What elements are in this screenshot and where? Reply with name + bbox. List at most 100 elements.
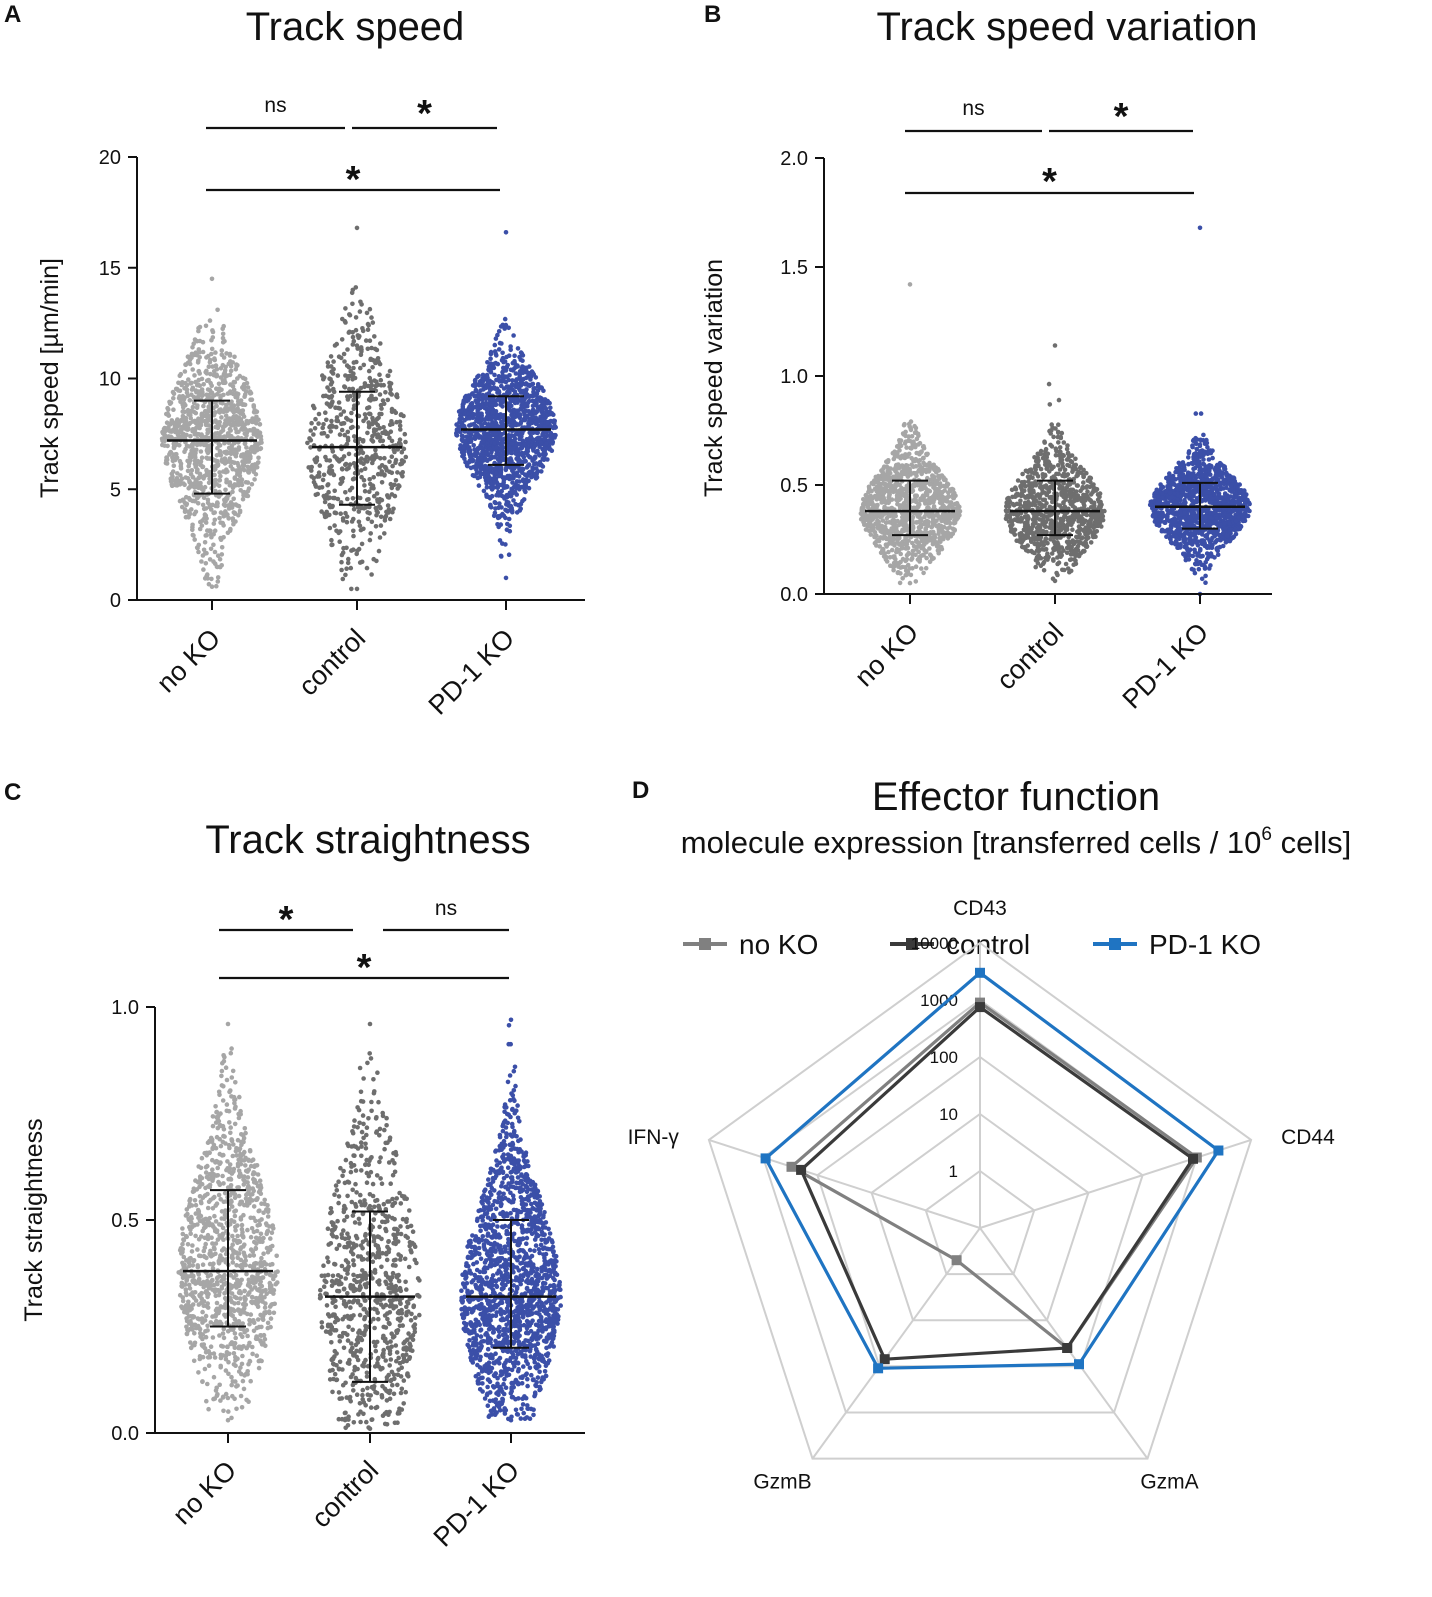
data-point [482,431,487,436]
data-point [1046,381,1052,387]
data-point [228,435,233,440]
data-point [467,450,473,455]
data-point [351,461,357,466]
data-point [522,487,527,493]
data-point [499,445,504,451]
data-point [913,464,919,469]
data-point [198,480,203,486]
data-point [214,373,219,379]
data-point [194,463,199,468]
data-point [361,362,367,368]
significance-label: ns [962,97,984,120]
data-point [186,377,191,382]
data-point [904,466,910,471]
data-point [218,395,223,401]
data-point [242,441,248,446]
data-point [232,354,237,360]
data-point [508,367,514,373]
data-point [882,554,888,560]
data-point [208,357,213,363]
x-category-label: no KO [151,623,226,698]
data-point [539,469,544,474]
data-point [210,329,216,335]
data-point [461,445,467,450]
data-point [1053,446,1059,452]
data-point [234,395,240,400]
data-point [394,393,399,399]
data-point [502,316,508,322]
data-point [240,375,246,381]
data-point [886,500,891,505]
data-point [375,432,381,437]
data-point [910,529,916,535]
data-point [503,230,509,235]
data-point [320,425,326,431]
data-point [489,397,495,402]
data-point [1095,492,1101,497]
data-point [461,424,467,429]
data-point [880,547,886,552]
y-tick-label: 10 [99,369,121,391]
data-point [524,368,529,373]
data-point [487,446,493,452]
data-point [182,507,188,512]
data-point [217,557,223,562]
data-point [209,337,214,343]
data-point [382,515,388,520]
data-point [182,500,188,506]
data-point [209,346,215,352]
data-point [364,565,370,571]
data-point [228,482,233,488]
data-point [226,515,231,521]
data-point [484,372,490,378]
data-point [368,356,374,362]
data-point [897,560,902,566]
data-point [951,495,957,501]
data-point [1057,467,1063,472]
data-point [349,290,355,296]
data-point [237,508,243,514]
data-point [1072,557,1077,562]
data-point [875,477,881,483]
data-point [160,442,165,448]
data-point [1038,466,1044,472]
data-point [257,422,263,427]
data-point [192,373,197,378]
data-point [165,411,170,416]
data-point [185,393,191,399]
data-point [240,427,245,432]
y-tick-label: 15 [99,258,121,280]
data-point [1073,489,1079,494]
data-point [186,486,191,491]
data-point [920,486,925,492]
data-point [197,526,203,532]
data-point [219,552,225,557]
data-point [338,481,343,487]
data-point [233,453,239,459]
data-point [221,523,226,528]
data-point [331,386,336,392]
panel-a-y-axis-label: Track speed [µm/min] [36,258,64,498]
data-point [913,579,919,584]
data-point [354,586,360,592]
data-point [248,397,253,403]
data-point [485,410,490,415]
data-point [357,309,363,314]
data-point [198,519,203,525]
data-point [189,468,195,473]
data-point [500,404,505,409]
data-point [916,513,922,518]
data-point [933,465,939,470]
data-point [923,565,929,571]
data-point [504,502,509,507]
data-point [244,445,249,450]
data-point [199,455,205,461]
data-point [952,501,958,507]
data-point [223,509,228,515]
data-point [204,455,209,461]
data-point [223,487,228,493]
data-point [917,555,922,560]
data-point [498,482,504,488]
data-point [1008,523,1013,529]
data-point [498,522,504,527]
